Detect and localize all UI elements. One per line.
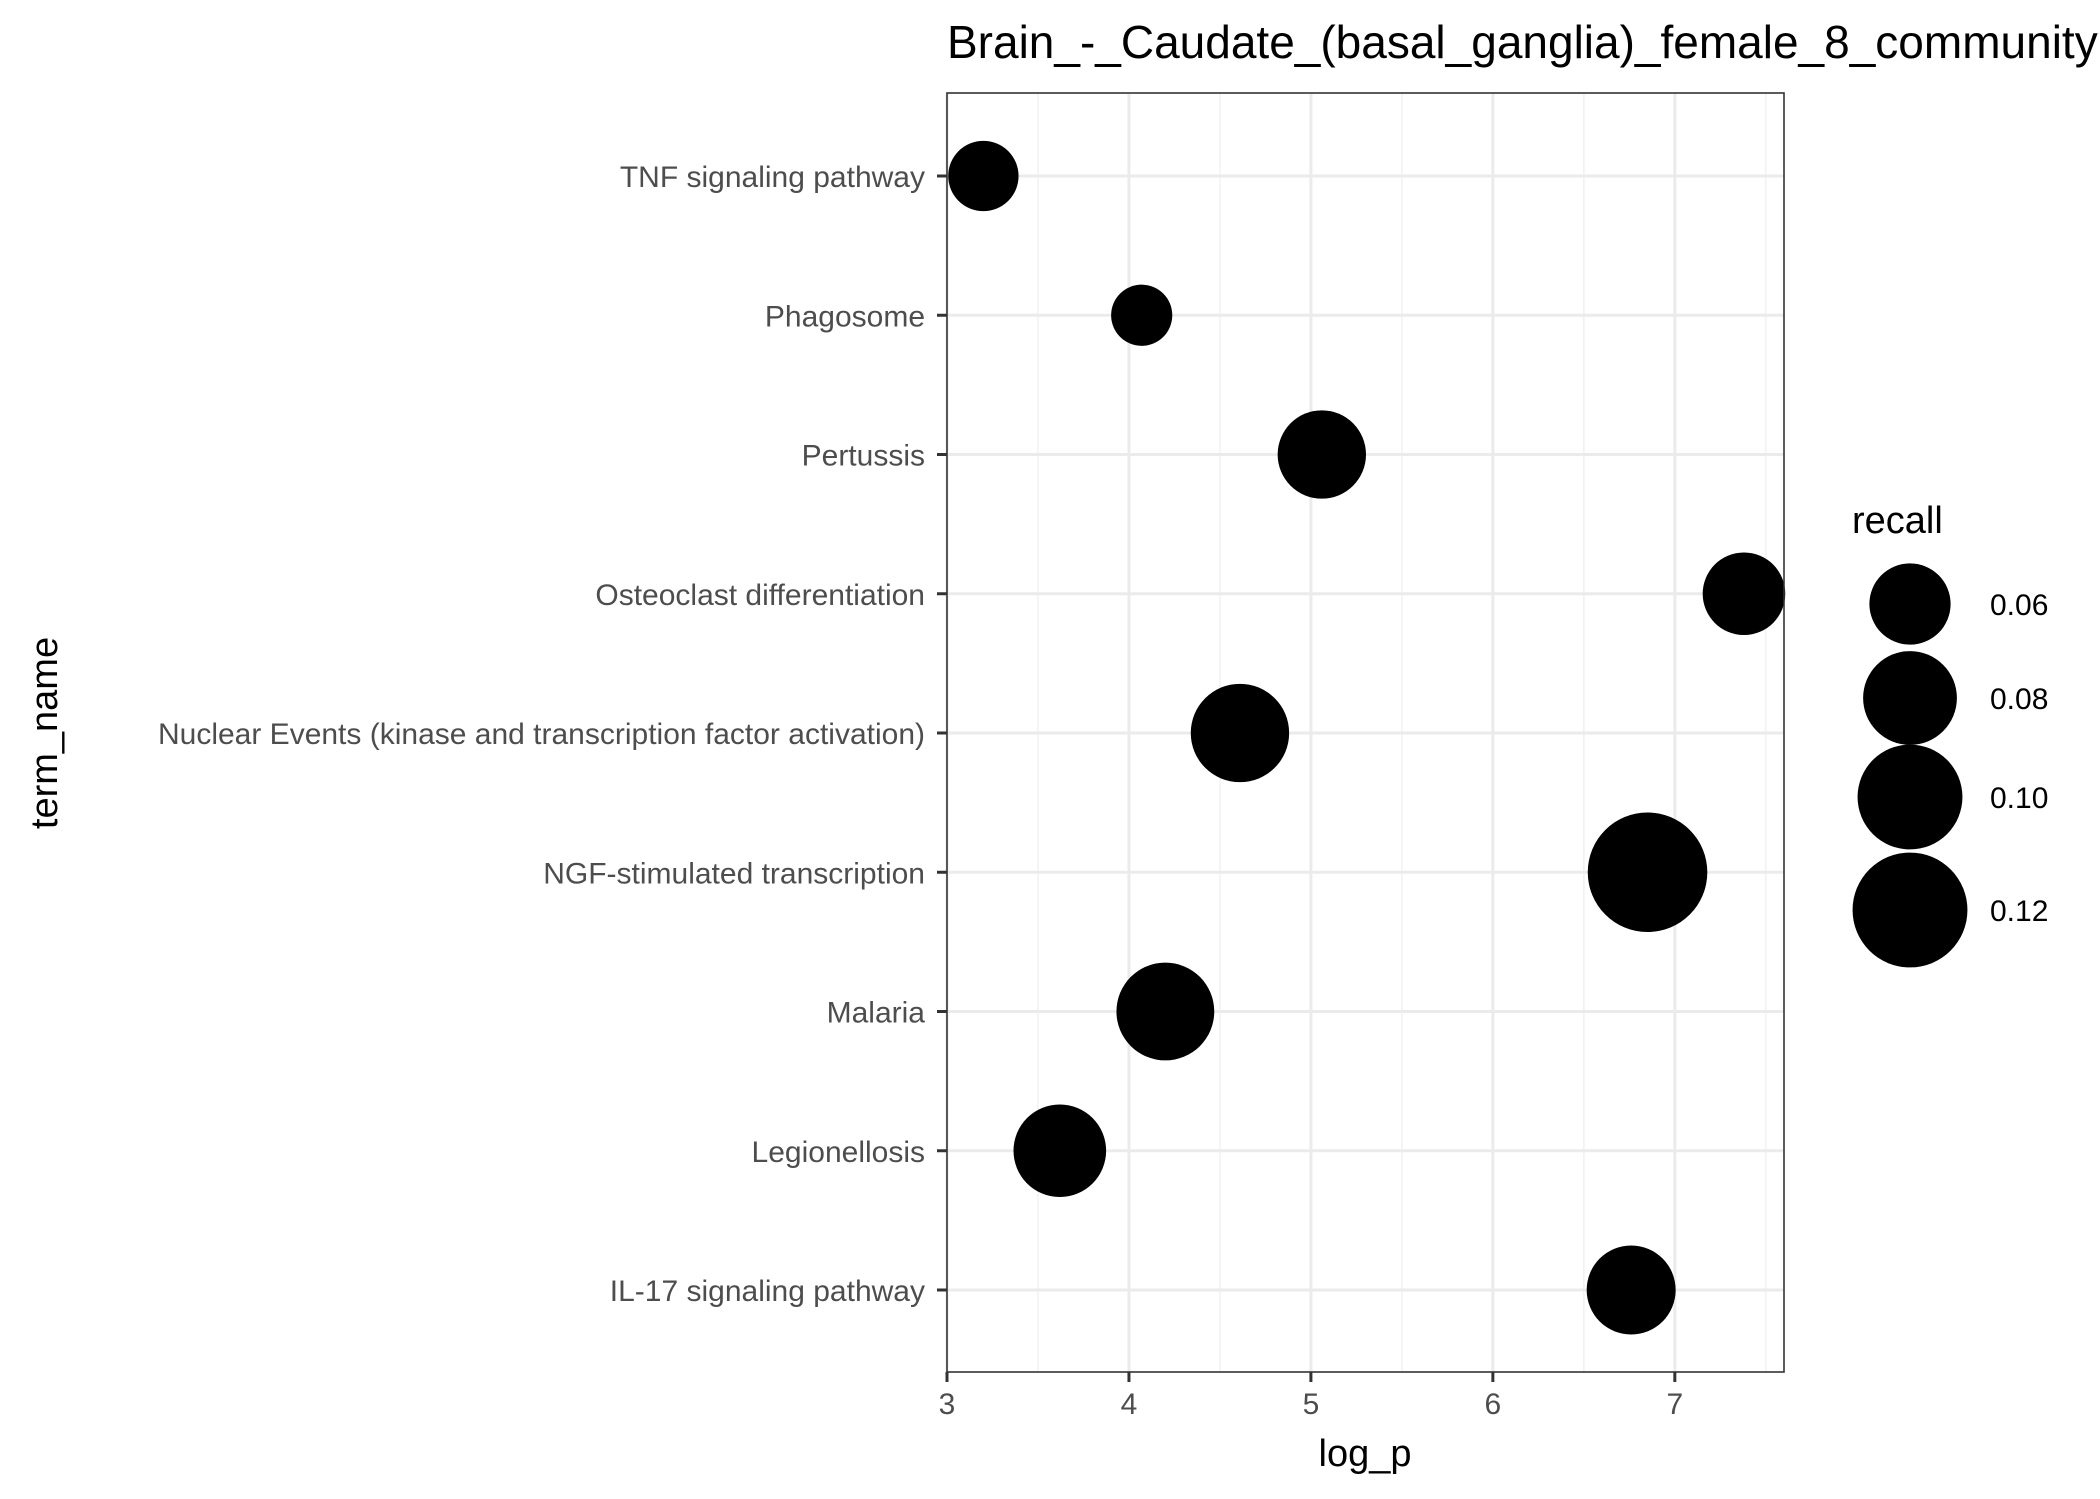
x-tick-label: 3 bbox=[939, 1388, 956, 1421]
x-tick-label: 4 bbox=[1121, 1388, 1138, 1421]
y-tick-label: Osteoclast differentiation bbox=[595, 579, 925, 612]
y-tick-label: Nuclear Events (kinase and transcription… bbox=[158, 718, 925, 751]
legend-key-label: 0.06 bbox=[1990, 589, 2048, 622]
data-point bbox=[1116, 962, 1215, 1061]
y-tick-label: Phagosome bbox=[765, 300, 925, 333]
y-tick-label: NGF-stimulated transcription bbox=[543, 857, 925, 890]
legend-title: recall bbox=[1852, 500, 1943, 542]
data-point bbox=[1013, 1104, 1107, 1198]
legend-key-circle bbox=[1857, 744, 1963, 850]
legend-key-circle bbox=[1852, 852, 1968, 968]
data-point bbox=[1587, 812, 1708, 933]
y-tick-label: Malaria bbox=[827, 997, 926, 1030]
y-tick-label: IL-17 signaling pathway bbox=[610, 1275, 925, 1308]
size-legend: recall 0.06 0.08 0.10 0.12 bbox=[1852, 500, 2048, 968]
x-axis-title: log_p bbox=[1319, 1433, 1412, 1475]
data-point bbox=[1586, 1245, 1676, 1335]
x-tick-label: 7 bbox=[1666, 1388, 1683, 1421]
chart-title: Brain_-_Caudate_(basal_ganglia)_female_8… bbox=[947, 16, 2098, 68]
x-tick-label: 6 bbox=[1485, 1388, 1502, 1421]
legend-key-label: 0.12 bbox=[1990, 895, 2048, 928]
legend-key-label: 0.08 bbox=[1990, 683, 2048, 716]
y-axis-title: term_name bbox=[24, 637, 66, 829]
data-point bbox=[1111, 284, 1173, 346]
y-tick-label: Legionellosis bbox=[752, 1136, 925, 1169]
plot-panel-border bbox=[946, 92, 1785, 1373]
x-tick-label: 5 bbox=[1303, 1388, 1320, 1421]
data-points bbox=[948, 140, 1786, 1335]
y-tick-label: Pertussis bbox=[802, 440, 925, 473]
legend-key-circle bbox=[1863, 651, 1957, 745]
legend-key-label: 0.10 bbox=[1990, 782, 2048, 815]
data-point bbox=[1702, 552, 1786, 636]
y-tick-label: TNF signaling pathway bbox=[620, 161, 925, 194]
data-point bbox=[1190, 683, 1290, 783]
axis-ticks: 3 4 5 6 7 TNF signaling pathway Phagosome Pertu… bbox=[158, 161, 1683, 1421]
data-point bbox=[1277, 410, 1367, 499]
legend-key-circle bbox=[1869, 563, 1951, 645]
data-point bbox=[948, 140, 1019, 212]
